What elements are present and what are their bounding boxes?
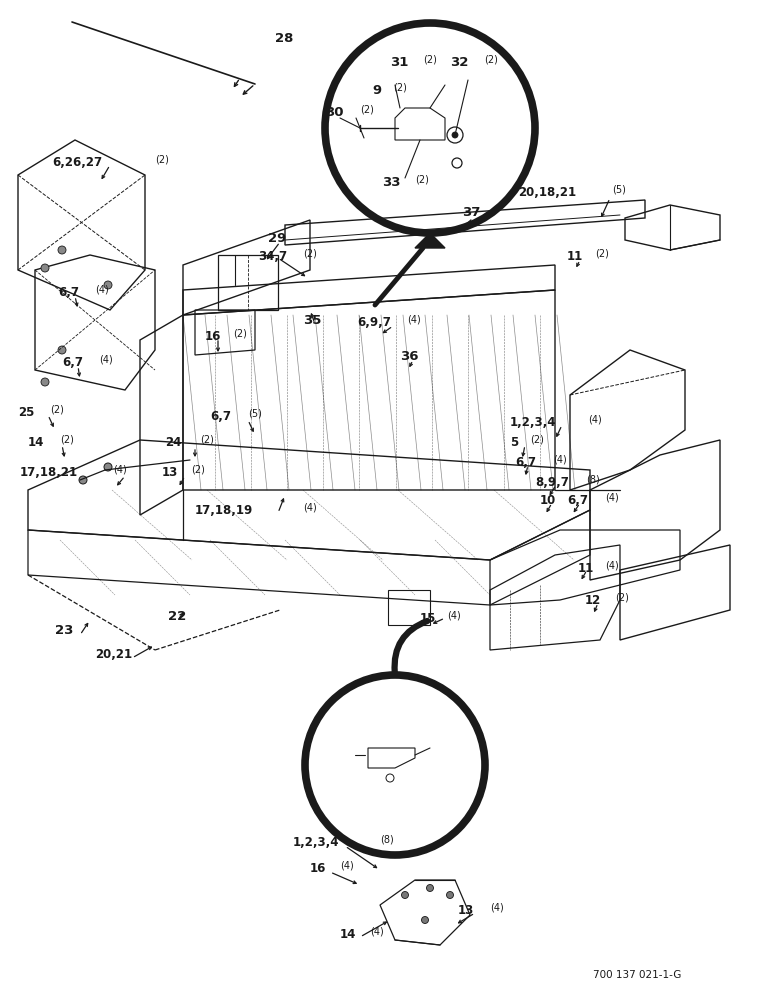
Circle shape	[41, 378, 49, 386]
Text: 15: 15	[420, 611, 436, 624]
Circle shape	[422, 916, 428, 924]
Text: (4): (4)	[407, 315, 421, 325]
Text: 9: 9	[372, 84, 381, 97]
Text: 16: 16	[310, 861, 327, 874]
Text: 17,18,21: 17,18,21	[20, 466, 78, 480]
Text: 6,7: 6,7	[515, 456, 536, 470]
Text: 14: 14	[340, 928, 357, 942]
Text: 24: 24	[165, 436, 181, 450]
Text: (2): (2)	[200, 435, 214, 445]
Text: (4): (4)	[605, 560, 618, 570]
Text: 20,18,21: 20,18,21	[518, 186, 576, 200]
Text: 32: 32	[450, 55, 469, 68]
Text: 13: 13	[162, 466, 178, 480]
Text: 6,7: 6,7	[567, 493, 588, 506]
Text: 33: 33	[382, 176, 401, 190]
Circle shape	[426, 884, 434, 892]
Text: 29: 29	[268, 232, 286, 244]
Text: (2): (2)	[60, 435, 74, 445]
Text: 34,7: 34,7	[258, 249, 287, 262]
Circle shape	[104, 281, 112, 289]
Text: 37: 37	[462, 207, 480, 220]
Text: (4): (4)	[605, 492, 618, 502]
Text: 8,9,7: 8,9,7	[535, 477, 569, 489]
Text: 28: 28	[275, 31, 293, 44]
Circle shape	[79, 476, 87, 484]
Text: (2): (2)	[415, 175, 429, 185]
Text: (4): (4)	[113, 465, 127, 475]
Text: 13: 13	[458, 904, 474, 916]
Text: 6,26,27: 6,26,27	[52, 156, 102, 169]
Text: 17,18,19: 17,18,19	[195, 504, 253, 516]
Text: (2): (2)	[595, 249, 609, 259]
Text: (4): (4)	[340, 860, 354, 870]
Text: 20,21: 20,21	[95, 648, 132, 662]
Text: (2): (2)	[303, 248, 317, 258]
Text: 700 137 021-1-G: 700 137 021-1-G	[593, 970, 682, 980]
Text: (2): (2)	[360, 105, 374, 115]
Text: (2): (2)	[423, 54, 437, 64]
Text: 25: 25	[18, 406, 35, 420]
Text: 10: 10	[540, 493, 557, 506]
Circle shape	[452, 132, 458, 138]
Text: 36: 36	[400, 351, 418, 363]
Text: 35: 35	[303, 314, 321, 326]
Text: 23: 23	[55, 624, 73, 637]
Text: 22: 22	[168, 610, 186, 624]
Text: 5: 5	[510, 436, 518, 450]
Text: 12: 12	[585, 593, 601, 606]
Text: (4): (4)	[490, 902, 504, 912]
Text: (4): (4)	[303, 502, 317, 512]
Circle shape	[58, 246, 66, 254]
Polygon shape	[415, 233, 445, 248]
Text: 6,7: 6,7	[62, 357, 83, 369]
Text: 11: 11	[567, 250, 584, 263]
Text: (4): (4)	[370, 927, 384, 937]
Text: 11: 11	[578, 562, 594, 574]
Circle shape	[58, 346, 66, 354]
Text: 16: 16	[205, 330, 222, 342]
Text: (4): (4)	[588, 415, 601, 425]
Text: (2): (2)	[530, 435, 544, 445]
Text: 6,7: 6,7	[210, 410, 231, 424]
Text: 6,7: 6,7	[58, 286, 79, 300]
Text: (8): (8)	[380, 835, 394, 845]
Circle shape	[446, 892, 453, 898]
Text: (4): (4)	[99, 355, 113, 365]
Text: (5): (5)	[612, 185, 626, 195]
Text: (2): (2)	[615, 592, 629, 602]
Text: (4): (4)	[447, 610, 461, 620]
Text: 31: 31	[390, 55, 408, 68]
Text: (2): (2)	[155, 155, 169, 165]
Text: (2): (2)	[233, 328, 247, 338]
Text: (2): (2)	[393, 82, 407, 92]
Text: 1,2,3,4: 1,2,3,4	[510, 416, 557, 430]
Circle shape	[41, 264, 49, 272]
Text: (2): (2)	[191, 465, 205, 475]
Text: 1,2,3,4: 1,2,3,4	[293, 836, 340, 850]
Text: 6,9,7: 6,9,7	[357, 316, 391, 330]
Text: 30: 30	[325, 106, 344, 119]
Text: 14: 14	[28, 436, 44, 450]
Text: (4): (4)	[553, 455, 567, 465]
Text: (2): (2)	[484, 54, 498, 64]
Circle shape	[104, 463, 112, 471]
Text: (5): (5)	[248, 409, 262, 419]
Text: (2): (2)	[50, 405, 64, 415]
Text: (8): (8)	[586, 475, 600, 485]
Circle shape	[401, 892, 408, 898]
Text: (4): (4)	[95, 285, 109, 295]
